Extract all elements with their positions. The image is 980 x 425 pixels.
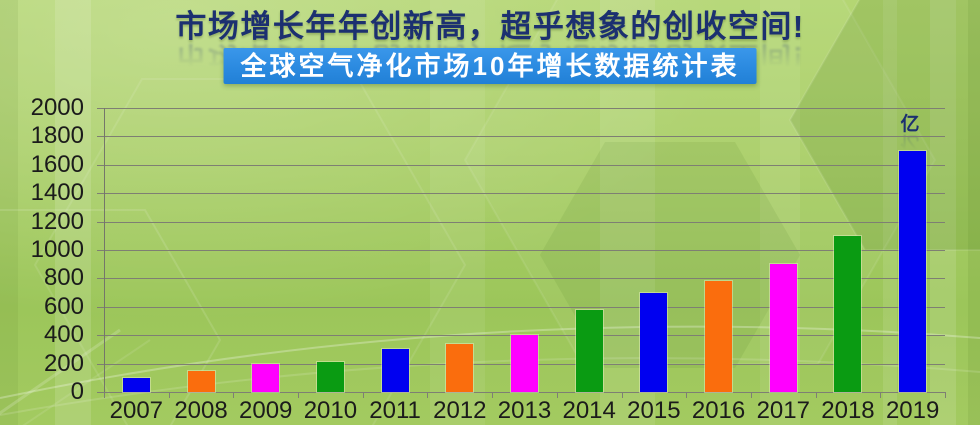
y-axis-tick (97, 221, 104, 223)
y-axis-tick (97, 306, 104, 308)
gridline (104, 392, 945, 393)
bar-2012 (446, 343, 474, 392)
page-title: 市场增长年年创新高，超乎想象的创收空间! (175, 9, 805, 44)
x-axis-tick (427, 392, 429, 398)
y-axis-label: 800 (43, 264, 84, 292)
bar-2019 (899, 150, 927, 392)
x-axis-label: 2015 (627, 397, 681, 424)
y-axis-tick (97, 392, 104, 393)
x-axis-tick (168, 392, 170, 398)
y-axis-tick (97, 250, 104, 251)
gridline (104, 250, 945, 251)
x-axis-label: 2007 (109, 397, 164, 424)
x-axis-tick (556, 392, 558, 398)
x-axis-label: 2010 (303, 397, 358, 424)
x-axis-label: 2017 (756, 397, 810, 424)
x-axis-label: 2012 (433, 397, 487, 424)
bar-2013 (511, 335, 538, 392)
bar-2007 (122, 377, 150, 392)
y-axis-label: 0 (70, 378, 84, 405)
y-axis-label: 2000 (30, 94, 84, 121)
x-axis-tick (880, 392, 882, 398)
y-axis-tick (97, 164, 104, 166)
x-axis-tick (945, 392, 946, 398)
x-axis-tick (492, 392, 494, 398)
x-axis-label: 2016 (691, 397, 746, 424)
x-axis-label: 2009 (239, 397, 293, 424)
x-axis-label: 2018 (821, 397, 875, 424)
y-axis-label: 1800 (30, 122, 84, 150)
bar-2014 (575, 309, 603, 392)
y-axis-tick (97, 136, 104, 138)
y-axis-label: 1000 (30, 236, 84, 263)
y-axis-label: 1200 (30, 207, 84, 235)
y-axis-tick (97, 108, 104, 109)
gridline (104, 164, 945, 166)
x-axis-label: 2011 (369, 397, 421, 424)
gridline (104, 278, 945, 280)
x-axis-label: 2014 (562, 397, 616, 424)
gridline (104, 221, 945, 223)
bar-2018 (834, 235, 862, 392)
bar-2008 (187, 370, 215, 392)
bar-2011 (381, 349, 409, 392)
gridline (104, 136, 945, 138)
y-axis-tick (97, 363, 104, 365)
x-axis-tick (362, 392, 364, 398)
y-axis-line (104, 108, 105, 392)
bar-2017 (769, 264, 797, 392)
bar-2010 (316, 362, 344, 392)
x-axis-tick (298, 392, 300, 398)
chart-subtitle-banner: 全球空气净化市场10年增长数据统计表 (223, 48, 757, 84)
x-axis-tick (104, 392, 105, 398)
unit-label: 亿 (900, 114, 920, 135)
y-axis-tick (97, 193, 104, 195)
gridline (104, 108, 945, 109)
x-axis-label: 2013 (497, 397, 552, 424)
x-axis-tick (621, 392, 623, 398)
y-axis-label: 400 (43, 321, 84, 349)
bar-2009 (252, 363, 280, 392)
y-axis-tick (97, 335, 104, 337)
x-axis-label: 2019 (885, 397, 940, 424)
x-axis-tick (750, 392, 752, 398)
bar-2015 (640, 292, 668, 392)
gridline (104, 306, 945, 308)
bar-2016 (705, 281, 733, 392)
y-axis-label: 1400 (30, 179, 84, 207)
gridline (104, 193, 945, 195)
y-axis-label: 200 (43, 349, 84, 377)
x-axis-tick (686, 392, 688, 398)
x-axis-tick (233, 392, 235, 398)
y-axis-label: 600 (43, 292, 84, 320)
x-axis-label: 2008 (174, 397, 228, 424)
x-axis-tick (815, 392, 817, 398)
y-axis-label: 1600 (30, 150, 84, 178)
y-axis-tick (97, 278, 104, 280)
